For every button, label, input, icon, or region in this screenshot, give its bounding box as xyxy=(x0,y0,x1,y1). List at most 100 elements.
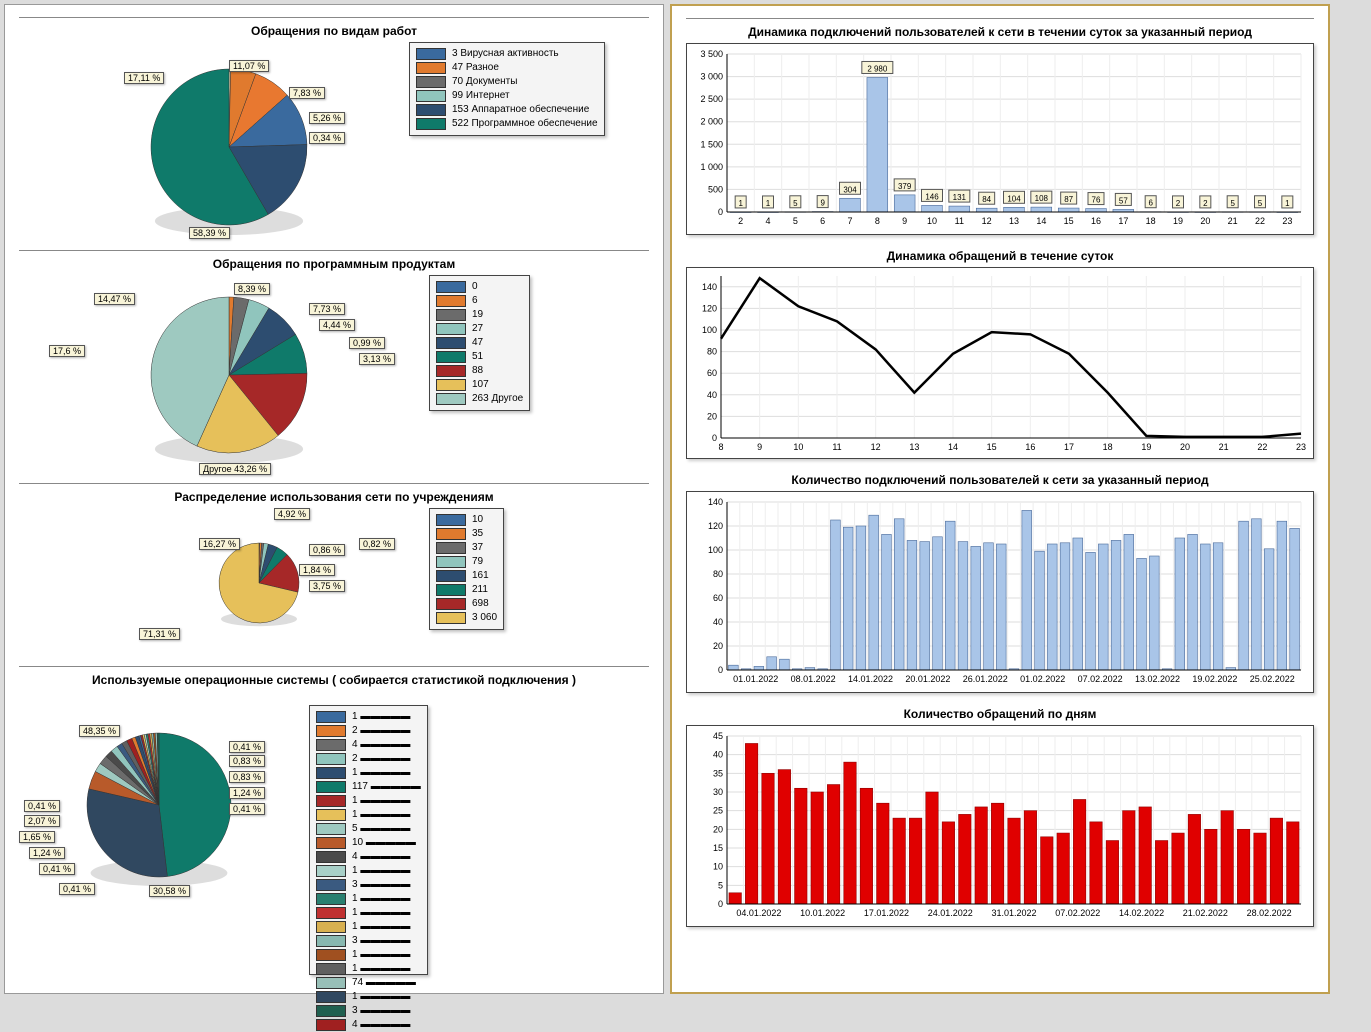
svg-text:21.02.2022: 21.02.2022 xyxy=(1183,908,1228,918)
svg-text:11: 11 xyxy=(955,216,964,226)
svg-text:15: 15 xyxy=(713,843,723,853)
svg-text:26.01.2022: 26.01.2022 xyxy=(963,674,1008,684)
pie1-title: Обращения по видам работ xyxy=(19,24,649,38)
bar3-chart: 05101520253035404504.01.202210.01.202217… xyxy=(686,725,1314,927)
svg-text:8: 8 xyxy=(875,216,880,226)
pie4-title: Используемые операционные системы ( соби… xyxy=(19,673,649,687)
svg-text:131: 131 xyxy=(953,193,967,202)
svg-text:16: 16 xyxy=(1091,216,1101,226)
svg-text:19.02.2022: 19.02.2022 xyxy=(1192,674,1237,684)
svg-text:12: 12 xyxy=(871,442,881,452)
bar1-title: Динамика подключений пользователей к сет… xyxy=(686,25,1314,39)
svg-text:16: 16 xyxy=(1025,442,1035,452)
svg-text:6: 6 xyxy=(1148,199,1153,208)
pie3-title: Распределение использования сети по учре… xyxy=(19,490,649,504)
bar2-title: Количество подключений пользователей к с… xyxy=(686,473,1314,487)
pie2-chart: 8,39 %7,73 %4,44 %0,99 %3,13 %14,47 %17,… xyxy=(19,275,419,475)
svg-text:9: 9 xyxy=(820,199,825,208)
svg-text:19: 19 xyxy=(1141,442,1151,452)
svg-text:01.02.2022: 01.02.2022 xyxy=(1020,674,1065,684)
svg-text:25: 25 xyxy=(713,806,723,816)
svg-text:18: 18 xyxy=(1146,216,1156,226)
svg-text:13: 13 xyxy=(909,442,919,452)
svg-text:10: 10 xyxy=(927,216,937,226)
svg-text:10.01.2022: 10.01.2022 xyxy=(800,908,845,918)
svg-text:22: 22 xyxy=(1257,442,1267,452)
svg-text:9: 9 xyxy=(757,442,762,452)
svg-text:100: 100 xyxy=(702,325,717,335)
svg-text:2 000: 2 000 xyxy=(700,117,723,127)
svg-text:11: 11 xyxy=(832,442,841,452)
svg-text:18: 18 xyxy=(1103,442,1113,452)
svg-text:8: 8 xyxy=(718,442,723,452)
svg-text:0: 0 xyxy=(718,899,723,909)
line1-title: Динамика обращений в течение суток xyxy=(686,249,1314,263)
svg-text:14: 14 xyxy=(948,442,958,452)
svg-text:20: 20 xyxy=(1180,442,1190,452)
svg-text:140: 140 xyxy=(708,497,723,507)
left-page: Обращения по видам работ 0,34 %5,26 %7,8… xyxy=(4,4,664,994)
svg-text:146: 146 xyxy=(925,192,939,201)
svg-text:12: 12 xyxy=(982,216,992,226)
svg-text:5: 5 xyxy=(1258,199,1263,208)
svg-text:0: 0 xyxy=(712,433,717,443)
svg-text:1 000: 1 000 xyxy=(700,162,723,172)
svg-text:20: 20 xyxy=(713,824,723,834)
line1-chart: 0204060801001201408910111213141516171819… xyxy=(686,267,1314,459)
right-page: Динамика подключений пользователей к сет… xyxy=(670,4,1330,994)
svg-text:304: 304 xyxy=(843,185,857,194)
svg-text:120: 120 xyxy=(708,521,723,531)
svg-text:2 500: 2 500 xyxy=(700,94,723,104)
svg-text:76: 76 xyxy=(1092,196,1101,205)
svg-text:6: 6 xyxy=(820,216,825,226)
svg-text:20: 20 xyxy=(713,641,723,651)
svg-text:21: 21 xyxy=(1219,442,1229,452)
svg-text:100: 100 xyxy=(708,545,723,555)
svg-text:140: 140 xyxy=(702,282,717,292)
svg-text:21: 21 xyxy=(1228,216,1238,226)
pie4-legend: 1 ▬▬▬▬▬2 ▬▬▬▬▬4 ▬▬▬▬▬2 ▬▬▬▬▬1 ▬▬▬▬▬117 ▬… xyxy=(309,705,428,975)
svg-text:17: 17 xyxy=(1118,216,1128,226)
svg-text:1: 1 xyxy=(1285,199,1290,208)
svg-text:28.02.2022: 28.02.2022 xyxy=(1247,908,1292,918)
svg-text:40: 40 xyxy=(707,390,717,400)
svg-text:104: 104 xyxy=(1007,194,1021,203)
bar1-chart: 05001 0001 5002 0002 5003 0003 500115930… xyxy=(686,43,1314,235)
svg-text:9: 9 xyxy=(902,216,907,226)
svg-text:04.01.2022: 04.01.2022 xyxy=(736,908,781,918)
svg-text:24.01.2022: 24.01.2022 xyxy=(928,908,973,918)
svg-text:80: 80 xyxy=(707,347,717,357)
pie4-chart: 48,35 %0,83 %0,41 %0,83 %1,24 %0,41 %2,0… xyxy=(19,705,299,915)
bar3-title: Количество обращений по дням xyxy=(686,707,1314,721)
svg-text:31.01.2022: 31.01.2022 xyxy=(991,908,1036,918)
svg-text:60: 60 xyxy=(707,368,717,378)
svg-text:2: 2 xyxy=(1203,199,1208,208)
svg-text:4: 4 xyxy=(765,216,770,226)
svg-text:23: 23 xyxy=(1282,216,1292,226)
svg-text:5: 5 xyxy=(793,216,798,226)
svg-text:7: 7 xyxy=(847,216,852,226)
svg-text:13: 13 xyxy=(1009,216,1019,226)
svg-text:20.01.2022: 20.01.2022 xyxy=(905,674,950,684)
svg-text:35: 35 xyxy=(713,768,723,778)
svg-text:08.01.2022: 08.01.2022 xyxy=(791,674,836,684)
svg-text:14: 14 xyxy=(1036,216,1046,226)
svg-text:20: 20 xyxy=(707,411,717,421)
svg-text:13.02.2022: 13.02.2022 xyxy=(1135,674,1180,684)
pie2-title: Обращения по программным продуктам xyxy=(19,257,649,271)
svg-text:1: 1 xyxy=(738,199,743,208)
svg-text:57: 57 xyxy=(1119,196,1128,205)
svg-text:84: 84 xyxy=(982,195,991,204)
svg-text:3 500: 3 500 xyxy=(700,49,723,59)
svg-text:2: 2 xyxy=(1176,199,1181,208)
svg-text:40: 40 xyxy=(713,750,723,760)
svg-text:500: 500 xyxy=(708,184,723,194)
svg-text:10: 10 xyxy=(793,442,803,452)
svg-text:01.01.2022: 01.01.2022 xyxy=(733,674,778,684)
svg-text:87: 87 xyxy=(1064,195,1073,204)
svg-text:5: 5 xyxy=(718,880,723,890)
svg-text:17.01.2022: 17.01.2022 xyxy=(864,908,909,918)
svg-text:2 980: 2 980 xyxy=(867,64,888,73)
svg-text:379: 379 xyxy=(898,182,912,191)
svg-text:07.02.2022: 07.02.2022 xyxy=(1055,908,1100,918)
